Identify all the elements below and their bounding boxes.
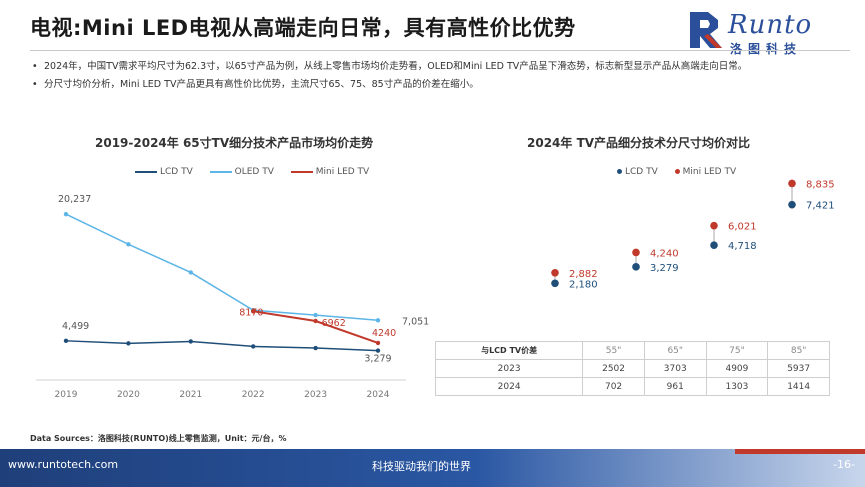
lcd-value-label: 2,180 — [569, 279, 598, 290]
mini-led-value-label: 4,240 — [650, 248, 679, 259]
table-row-year: 2024 — [434, 377, 584, 396]
data-label: 6962 — [322, 318, 346, 329]
table-cell: 702 — [582, 377, 645, 396]
title-divider — [30, 50, 850, 51]
data-label: 8170 — [239, 307, 263, 318]
data-point — [313, 345, 318, 351]
data-point — [375, 318, 381, 323]
table-header-row: 与LCD TV价差 55" 65" 75" 85" — [434, 341, 830, 360]
table-cell: 1303 — [705, 377, 769, 396]
legend-oled-label: OLED TV — [234, 167, 274, 177]
table-row: 2023 2502 3703 4909 5937 — [434, 359, 830, 378]
logo-cn: 洛图科技 — [730, 42, 803, 56]
data-point — [375, 348, 381, 353]
data-label: 3,279 — [364, 354, 391, 365]
table-cell: 961 — [643, 377, 707, 396]
mini-led-point — [551, 268, 559, 277]
legend-lcd: LCD TV — [135, 167, 193, 177]
line-chart-legend: LCD TV OLED TV Mini LED TV — [135, 167, 383, 177]
lcd-point — [551, 279, 559, 288]
data-point — [375, 340, 381, 346]
lcd-value-label: 7,421 — [806, 201, 835, 212]
x-tick-label: 2023 — [304, 390, 327, 400]
data-label: 7,051 — [402, 316, 429, 327]
x-tick-label: 2020 — [117, 390, 140, 400]
data-point — [126, 341, 131, 346]
series-line-oled-tv — [65, 213, 379, 322]
data-label: 4240 — [372, 328, 396, 339]
x-tick-label: 2024 — [367, 390, 390, 400]
table-cell: 1414 — [767, 377, 830, 396]
table-cell: 3703 — [643, 359, 707, 378]
data-point — [313, 312, 318, 318]
price-gap-table: 与LCD TV价差 55" 65" 75" 85" 2023 2502 3703… — [434, 341, 830, 396]
legend-mini: Mini LED TV — [674, 167, 737, 177]
lcd-point — [632, 263, 640, 271]
data-source: Data Sources：洛图科技(RUNTO)线上零售监测，Unit：元/台，… — [30, 434, 287, 443]
table-row-year: 2023 — [434, 359, 584, 378]
data-point — [188, 339, 193, 344]
data-point — [63, 212, 69, 217]
x-tick-label: 2022 — [242, 390, 265, 400]
footer-slogan: 科技驱动我们的世界 — [372, 460, 471, 473]
scatter-chart-legend: LCD TV Mini LED TV — [617, 167, 750, 177]
footer-bar: www.runtotech.com 科技驱动我们的世界 -16- — [0, 449, 865, 487]
data-point — [126, 242, 131, 247]
table-row: 2024 702 961 1303 1414 — [434, 377, 830, 396]
x-tick-label: 2021 — [179, 390, 202, 400]
lcd-value-label: 4,718 — [728, 241, 757, 252]
runto-logo: Runto 洛图科技 — [688, 10, 848, 56]
x-tick-label: 2019 — [55, 390, 78, 400]
page-number: -16- — [833, 458, 855, 471]
table-header-label: 与LCD TV价差 — [434, 341, 584, 360]
legend-lcd-label: LCD TV — [160, 167, 193, 177]
data-point — [251, 344, 256, 349]
page-title: 电视:Mini LED电视从高端走向日常，具有高性价比优势 — [30, 16, 576, 40]
legend-lcd: LCD TV — [617, 167, 658, 177]
mini-led-point — [788, 179, 796, 188]
table-cell: 5937 — [767, 359, 830, 378]
bullet-item: 分尺寸均价分析，Mini LED TV产品更具有高性价比优势，主流尺寸65、75… — [30, 78, 840, 91]
table-cell: 4909 — [705, 359, 769, 378]
data-label: 4,499 — [62, 321, 89, 332]
data-point — [313, 318, 318, 324]
mini-led-value-label: 2,882 — [569, 269, 598, 280]
footer-accent-stripe — [735, 449, 865, 454]
series-line-lcd-tv — [65, 340, 379, 352]
legend-mini: Mini LED TV — [290, 167, 370, 177]
mini-led-value-label: 6,021 — [728, 222, 757, 233]
scatter-chart-title: 2024年 TV产品细分技术分尺寸均价对比 — [527, 136, 751, 150]
legend-lcd-label: LCD TV — [625, 167, 658, 177]
data-point — [251, 309, 256, 314]
lcd-point — [788, 200, 796, 209]
table-col-header: 75" — [705, 341, 769, 360]
logo-word: Runto — [728, 10, 813, 40]
mini-led-value-label: 8,835 — [806, 179, 835, 190]
legend-mini-label: Mini LED TV — [315, 167, 370, 177]
data-label: 20,237 — [58, 194, 91, 205]
table-col-header: 55" — [582, 341, 645, 360]
runto-logo-mark — [690, 12, 722, 48]
table-col-header: 65" — [643, 341, 707, 360]
mini-led-point — [710, 221, 718, 230]
lcd-point — [710, 241, 718, 250]
mini-led-point — [632, 248, 640, 257]
line-chart-title: 2019-2024年 65寸TV细分技术产品市场均价走势 — [95, 136, 374, 150]
legend-oled: OLED TV — [209, 167, 274, 177]
data-point — [63, 338, 69, 344]
footer-url[interactable]: www.runtotech.com — [8, 458, 119, 471]
data-point — [188, 270, 193, 275]
table-col-header: 85" — [767, 341, 830, 360]
bullet-list: 2024年，中国TV需求平均尺寸为62.3寸，以65寸产品为例，从线上零售市场均… — [30, 60, 840, 96]
legend-mini-label: Mini LED TV — [682, 167, 737, 177]
table-cell: 2502 — [582, 359, 645, 378]
lcd-value-label: 3,279 — [650, 263, 679, 274]
bullet-item: 2024年，中国TV需求平均尺寸为62.3寸，以65寸产品为例，从线上零售市场均… — [30, 60, 840, 73]
